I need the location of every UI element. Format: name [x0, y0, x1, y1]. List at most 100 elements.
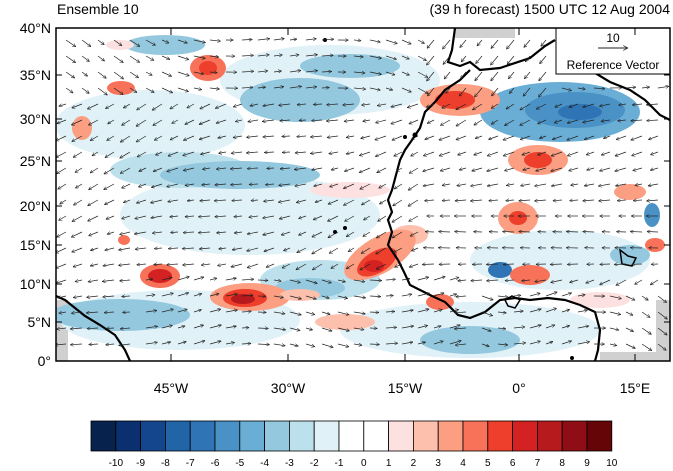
wind-vector [326, 120, 339, 121]
wind-vector [423, 183, 435, 186]
wind-vector [185, 184, 195, 186]
wind-vector [88, 199, 99, 207]
wind-vector [81, 87, 89, 94]
wind-vector [225, 326, 237, 328]
wind-vector [145, 326, 158, 328]
wind-vector [139, 167, 147, 172]
wind-vector [577, 342, 590, 345]
wind-vector [392, 231, 403, 239]
wind-vector [360, 263, 371, 271]
neg-anomaly-region [644, 203, 660, 227]
wind-vector [137, 264, 147, 265]
wind-vector [646, 200, 659, 201]
wind-vector [537, 151, 547, 155]
wind-vector [199, 248, 211, 249]
wind-vector [246, 152, 259, 153]
wind-vector [359, 167, 371, 173]
map-title-left: Ensemble 10 [57, 1, 139, 17]
wind-vector [297, 104, 307, 105]
wind-vector [641, 87, 650, 88]
pos-anomaly-region [199, 61, 217, 75]
wind-vector [449, 294, 457, 296]
wind-vector [97, 55, 105, 61]
wind-vector [241, 71, 254, 72]
wind-vector [407, 103, 419, 108]
wind-vector [427, 119, 435, 124]
wind-vector [477, 39, 483, 46]
wind-vector [442, 39, 451, 49]
wind-vector [209, 278, 217, 280]
lat-label: 0° [38, 353, 51, 369]
colorbar-swatch [537, 420, 563, 452]
wind-vector [177, 277, 190, 281]
wind-vector [135, 215, 147, 219]
wind-vector [503, 135, 515, 140]
wind-vector [145, 295, 155, 296]
wind-vector [263, 231, 275, 235]
wind-vector [70, 328, 83, 329]
wind-vector [264, 247, 275, 252]
wind-vector [251, 200, 259, 201]
wind-vector [185, 119, 195, 125]
wind-vector [233, 136, 243, 138]
wind-vector [586, 279, 595, 283]
wind-vector [422, 264, 435, 265]
wind-vector [458, 280, 467, 281]
wind-vector [106, 344, 115, 345]
wind-vector [376, 247, 387, 255]
wind-vector [633, 167, 643, 171]
wind-vector [152, 232, 163, 233]
wind-vector [145, 310, 157, 312]
wind-vector [161, 87, 173, 93]
wind-vector [278, 104, 291, 105]
wind-vector [328, 199, 339, 204]
wind-vector [520, 135, 531, 140]
wind-vector [346, 231, 355, 237]
wind-vector [409, 167, 419, 174]
wind-vector [310, 152, 323, 154]
wind-vector [625, 311, 633, 315]
wind-vector [103, 296, 115, 297]
wind-vector [609, 295, 622, 299]
colorbar-label: 1 [386, 458, 392, 469]
wind-vector [241, 87, 253, 88]
wind-vector [401, 55, 409, 59]
wind-vector [257, 39, 270, 40]
wind-vector [56, 167, 67, 174]
longitude-axis: 45°W 30°W 15°W 0° 15°E [154, 28, 650, 396]
wind-vector [401, 342, 413, 344]
wind-vector [567, 119, 579, 123]
wind-vector [396, 167, 403, 172]
wind-vector [569, 200, 579, 201]
wind-vector [305, 279, 317, 284]
wind-vector [609, 344, 617, 346]
wind-vector [625, 327, 634, 332]
wind-vector [625, 343, 636, 349]
wind-vector [168, 200, 179, 202]
wind-vector [145, 71, 152, 76]
wind-vector [249, 184, 259, 185]
wind-vector [297, 136, 307, 137]
wind-vector [305, 328, 313, 330]
wind-vector [457, 184, 467, 186]
wind-vector [460, 39, 467, 48]
wind-vector [249, 216, 259, 217]
wind-vector [385, 88, 393, 90]
wind-vector [551, 279, 563, 283]
wind-vector [344, 120, 355, 121]
pos-anomaly-region [231, 294, 255, 304]
wind-vector [72, 247, 83, 252]
wind-vector [470, 183, 483, 186]
wind-vector [385, 55, 397, 59]
wind-vector [455, 200, 467, 201]
wind-vector [262, 215, 275, 218]
wind-vector [264, 152, 275, 153]
wind-vector [552, 135, 563, 140]
wind-vector [375, 151, 387, 157]
wind-vector [616, 135, 627, 140]
wind-vector [449, 309, 459, 313]
wind-vector [154, 248, 163, 249]
wind-vector [409, 263, 419, 267]
reference-vector-label: Reference Vector [567, 58, 660, 72]
latitude-axis: 0° 5°N 10°N 15°N 20°N 25°N 30°N 35°N 40°N [20, 20, 670, 369]
